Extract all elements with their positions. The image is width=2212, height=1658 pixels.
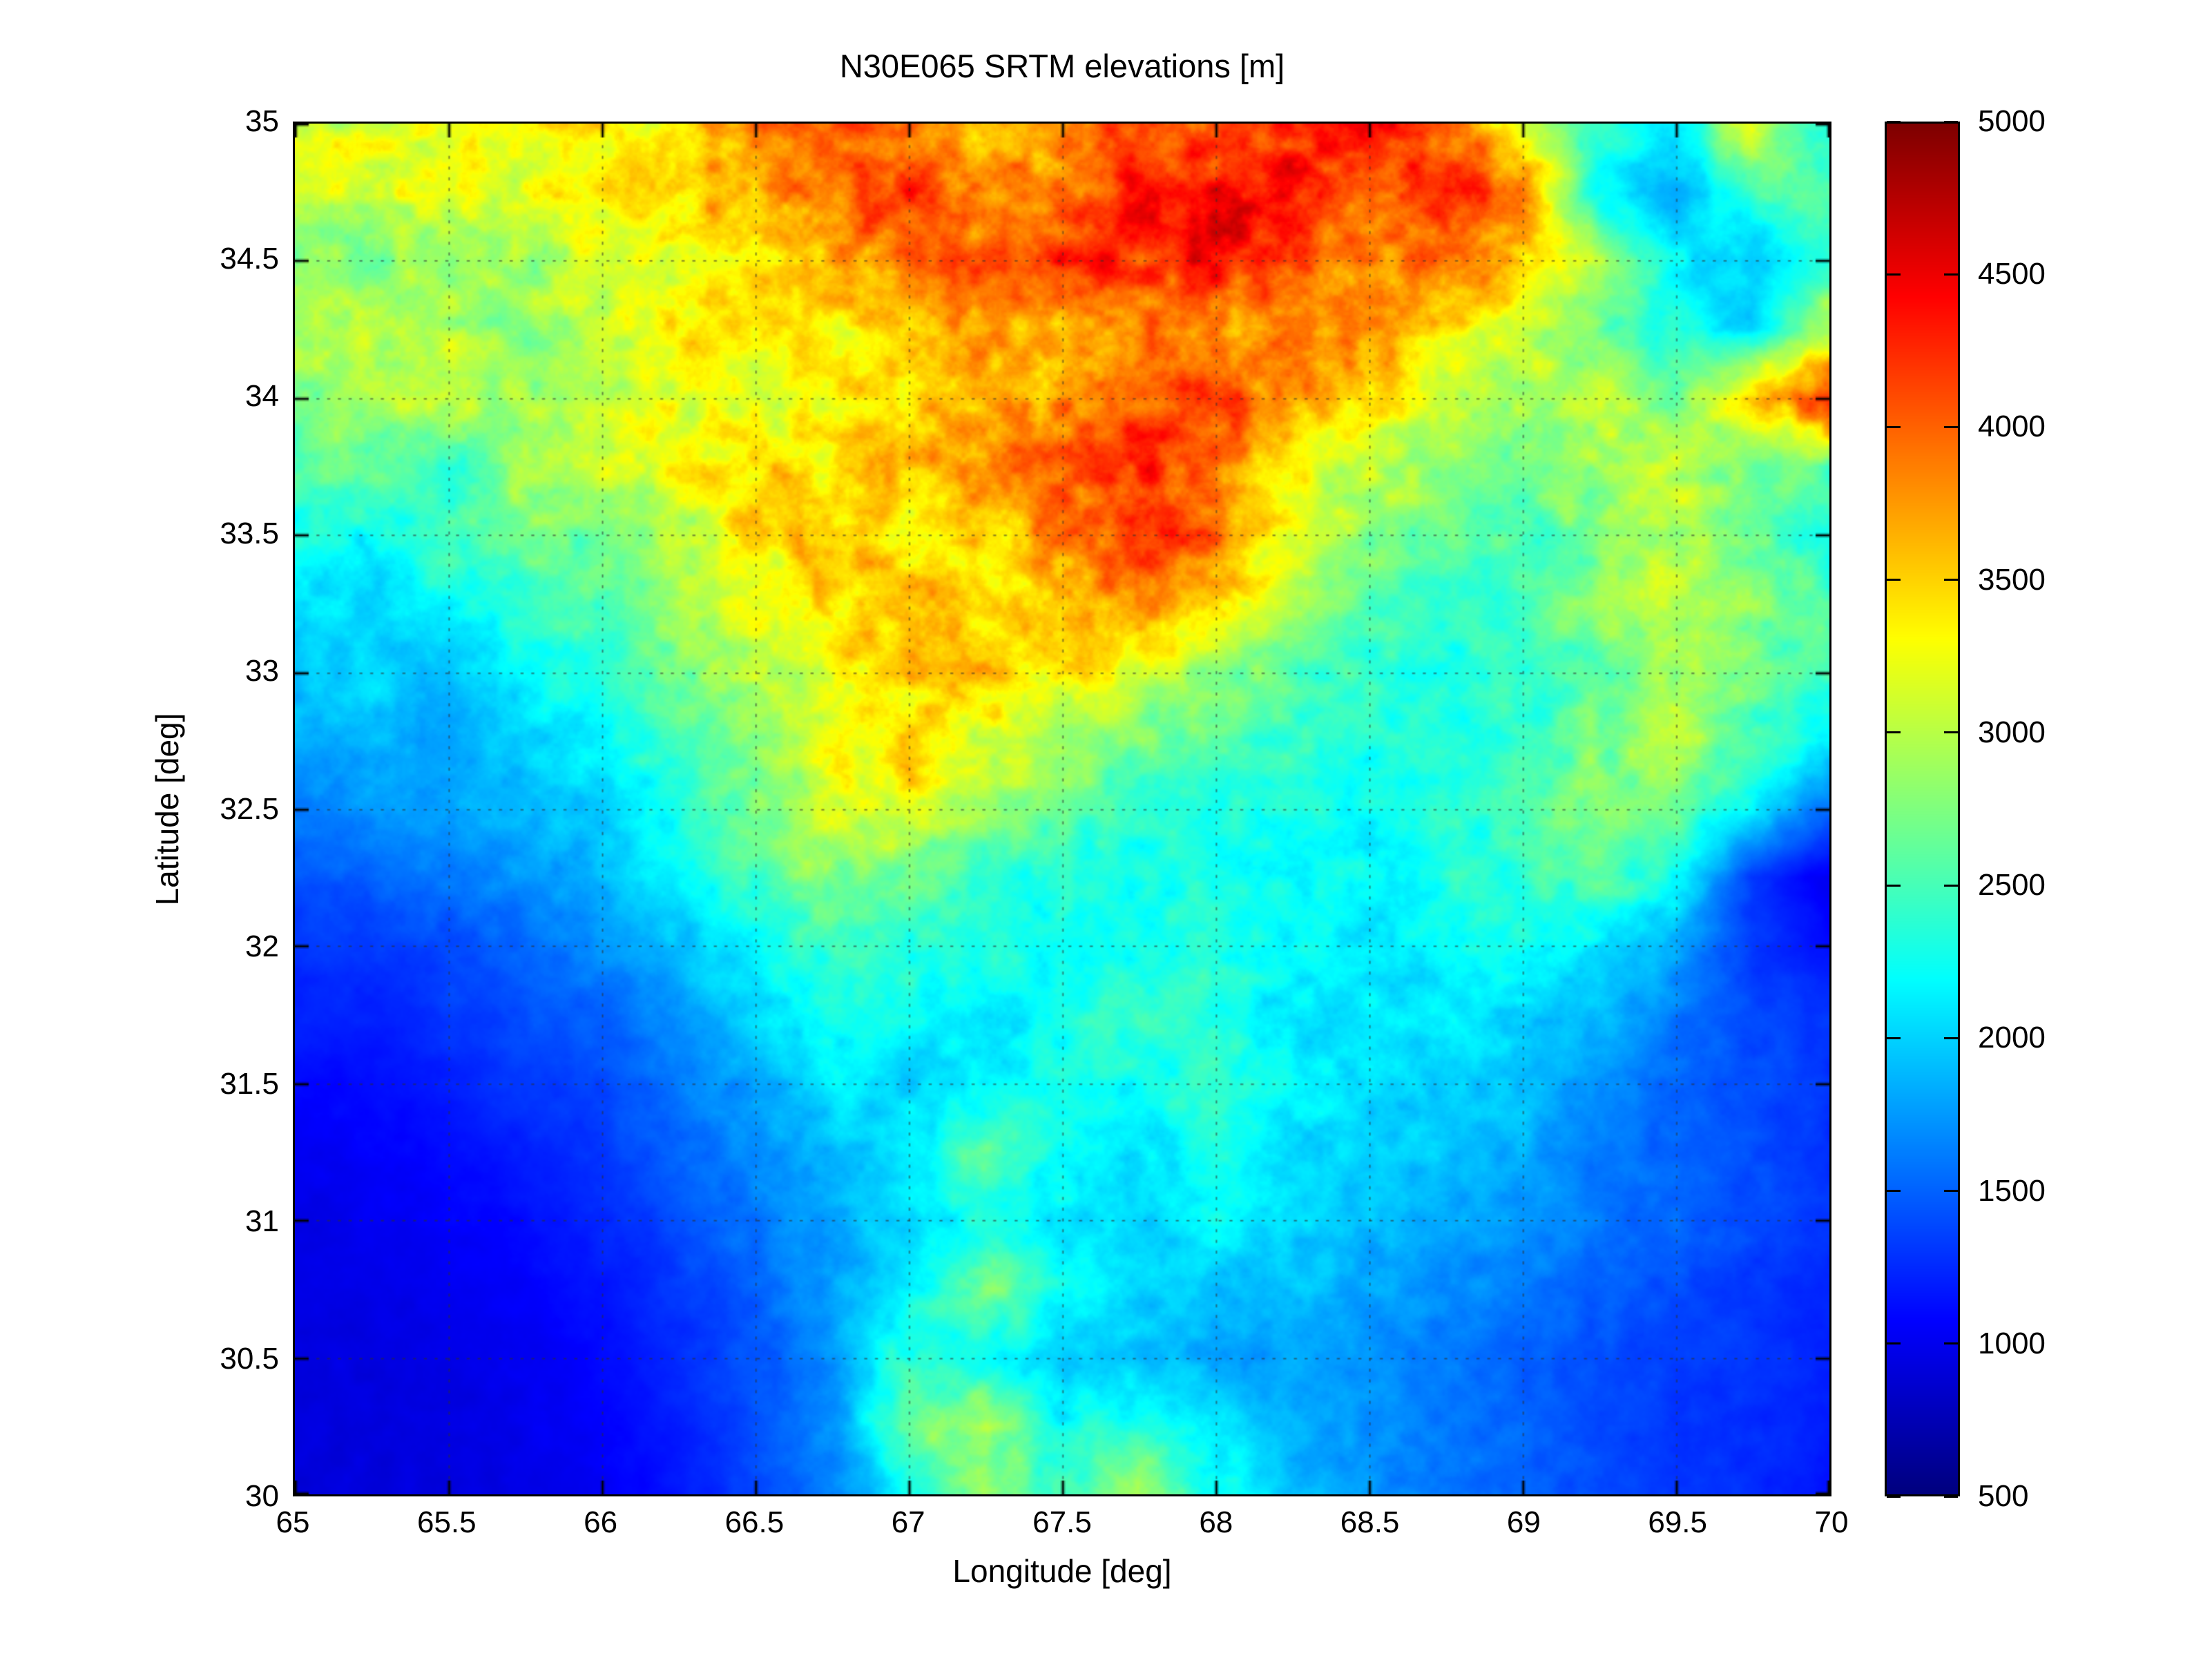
colorbar-tick-label: 3500 bbox=[1978, 562, 2046, 597]
x-axis-label: Longitude [deg] bbox=[952, 1553, 1172, 1589]
colorbar-tick-mark bbox=[1887, 731, 1901, 734]
colorbar-tick-label: 1000 bbox=[1978, 1326, 2046, 1360]
colorbar-tick-mark bbox=[1887, 1190, 1901, 1193]
x-tick-label: 68.5 bbox=[1340, 1505, 1400, 1539]
x-tick-label: 68 bbox=[1199, 1505, 1233, 1539]
colorbar-tick-mark bbox=[1887, 120, 1901, 123]
x-tick-label: 67.5 bbox=[1032, 1505, 1092, 1539]
x-tick-label: 66 bbox=[584, 1505, 618, 1539]
y-tick-label: 31.5 bbox=[220, 1066, 279, 1101]
colorbar-tick-mark bbox=[1944, 425, 1958, 428]
colorbar-tick-mark bbox=[1887, 1342, 1901, 1345]
x-tick-label: 70 bbox=[1814, 1505, 1849, 1539]
y-tick-label: 31 bbox=[245, 1204, 279, 1238]
y-tick-label: 30 bbox=[245, 1479, 279, 1513]
colorbar-tick-mark bbox=[1944, 884, 1958, 887]
colorbar bbox=[1885, 122, 1960, 1496]
colorbar-tick-mark bbox=[1887, 884, 1901, 887]
colorbar-tick-label: 4000 bbox=[1978, 409, 2046, 444]
colorbar-tick-mark bbox=[1944, 579, 1958, 581]
colorbar-tick-mark bbox=[1887, 1037, 1901, 1039]
x-tick-label: 65.5 bbox=[416, 1505, 477, 1539]
y-tick-label: 33 bbox=[245, 654, 279, 688]
colorbar-tick-mark bbox=[1944, 1037, 1958, 1039]
y-tick-label: 34.5 bbox=[220, 242, 279, 276]
y-tick-label: 33.5 bbox=[220, 517, 279, 551]
heatmap-canvas bbox=[295, 124, 1829, 1494]
colorbar-tick-label: 1500 bbox=[1978, 1173, 2046, 1208]
colorbar-tick-mark bbox=[1887, 425, 1901, 428]
colorbar-tick-mark bbox=[1887, 273, 1901, 276]
colorbar-tick-label: 500 bbox=[1978, 1479, 2029, 1513]
colorbar-tick-mark bbox=[1944, 731, 1958, 734]
colorbar-tick-mark bbox=[1944, 1342, 1958, 1345]
colorbar-tick-mark bbox=[1944, 1190, 1958, 1193]
y-tick-label: 35 bbox=[245, 104, 279, 138]
y-tick-label: 30.5 bbox=[220, 1341, 279, 1376]
colorbar-tick-label: 3000 bbox=[1978, 715, 2046, 749]
x-tick-label: 69 bbox=[1506, 1505, 1541, 1539]
colorbar-tick-mark bbox=[1887, 579, 1901, 581]
x-tick-label: 69.5 bbox=[1648, 1505, 1707, 1539]
plot-area bbox=[293, 122, 1831, 1496]
y-axis-label: Latitude [deg] bbox=[149, 713, 185, 906]
colorbar-tick-label: 5000 bbox=[1978, 104, 2046, 138]
colorbar-tick-mark bbox=[1944, 273, 1958, 276]
y-tick-label: 32.5 bbox=[220, 791, 279, 826]
colorbar-tick-mark bbox=[1887, 1495, 1901, 1498]
x-tick-label: 67 bbox=[891, 1505, 925, 1539]
y-tick-label: 34 bbox=[245, 379, 279, 414]
x-tick-label: 65 bbox=[276, 1505, 310, 1539]
colorbar-tick-label: 2000 bbox=[1978, 1021, 2046, 1055]
x-tick-label: 66.5 bbox=[724, 1505, 785, 1539]
colorbar-tick-mark bbox=[1944, 1495, 1958, 1498]
colorbar-tick-mark bbox=[1944, 120, 1958, 123]
y-tick-label: 32 bbox=[245, 929, 279, 963]
figure-title: N30E065 SRTM elevations [m] bbox=[839, 48, 1285, 84]
colorbar-tick-label: 4500 bbox=[1978, 257, 2046, 291]
colorbar-canvas bbox=[1887, 124, 1958, 1494]
colorbar-tick-label: 2500 bbox=[1978, 868, 2046, 903]
